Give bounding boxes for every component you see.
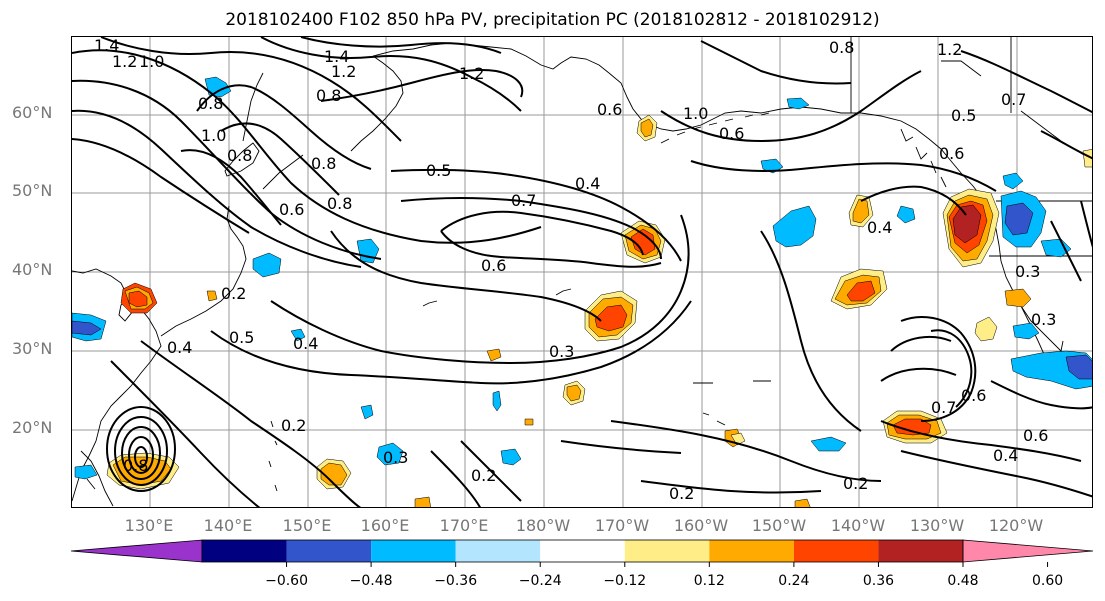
lat-label-60n: 60°N xyxy=(12,103,53,122)
contour-label: 0.8 xyxy=(316,86,341,105)
colorbar-extend-max xyxy=(962,539,1094,563)
lat-label-40n: 40°N xyxy=(12,260,53,279)
lon-label-170w: 170°W xyxy=(594,516,650,535)
colorbar-extend-min xyxy=(70,539,203,563)
contour-label: 1.2 xyxy=(112,52,137,71)
colorbar-segment xyxy=(286,540,372,562)
contour-label: 0.2 xyxy=(669,484,694,503)
contour-label: 0.6 xyxy=(481,256,506,275)
contour-label: 0.2 xyxy=(843,474,868,493)
contour-label: 0.4 xyxy=(993,446,1018,465)
map-canvas: 1.4 1.2 1.0 1.4 1.2 1.2 0.8 0.8 1.0 0.8 … xyxy=(72,37,1092,507)
contour-label: 0.5 xyxy=(426,161,451,180)
colorbar-tick-label: 0.12 xyxy=(693,573,725,589)
colorbar-tick-label: 0.24 xyxy=(778,573,810,589)
contour-label: 0.8 xyxy=(198,94,223,113)
lat-label-30n: 30°N xyxy=(12,339,53,358)
contour-label: 0.5 xyxy=(229,328,254,347)
lon-label-160w: 160°W xyxy=(673,516,729,535)
colorbar xyxy=(70,539,1094,567)
contour-label: 0.6 xyxy=(719,124,744,143)
colorbar-segment xyxy=(624,540,710,562)
lon-label-160e: 160°E xyxy=(360,516,410,535)
contour-label: 0.7 xyxy=(511,191,536,210)
contour-label: 0.6 xyxy=(961,386,986,405)
contour-label: 0.3 xyxy=(383,448,408,467)
contour-label: 0.4 xyxy=(293,334,318,353)
contour-label: 1.2 xyxy=(937,40,962,59)
colorbar-tick-label: 0.48 xyxy=(947,573,979,589)
contour-label: 0.4 xyxy=(867,218,892,237)
contour-label: 1.0 xyxy=(139,52,164,71)
lon-label-150w: 150°W xyxy=(751,516,807,535)
contour-label: 0.8 xyxy=(311,154,336,173)
colorbar-segment xyxy=(371,540,456,562)
colorbar-segment xyxy=(455,540,541,562)
colorbar-outline xyxy=(201,539,964,563)
contour-label: 0.8 xyxy=(829,38,854,57)
colorbar-tick-label: 0.36 xyxy=(862,573,895,589)
contour-label: 0.4 xyxy=(575,174,600,193)
contour-label: 0.6 xyxy=(597,100,622,119)
colorbar-tick-label: −0.60 xyxy=(265,573,308,589)
colorbar-tick-label: −0.48 xyxy=(349,573,393,589)
contour-label: 1.4 xyxy=(324,47,349,66)
contour-label: 0.5 xyxy=(951,106,976,125)
contour-label: 0.7 xyxy=(931,398,956,417)
contour-label: 0.6 xyxy=(939,144,964,163)
contour-label: 0.4 xyxy=(167,338,192,357)
lon-label-180w: 180°W xyxy=(515,516,571,535)
lon-label-170e: 170°E xyxy=(439,516,489,535)
colorbar-segments xyxy=(70,539,1094,563)
lon-label-120w: 120°W xyxy=(988,516,1044,535)
map-title: 2018102400 F102 850 hPa PV, precipitatio… xyxy=(225,10,880,30)
colorbar-tick-label: −0.36 xyxy=(434,573,478,589)
contour-label: 0.6 xyxy=(1023,426,1048,445)
contour-label: 0.3 xyxy=(1015,262,1040,281)
lon-label-140w: 140°W xyxy=(830,516,886,535)
contour-label: 0.6 xyxy=(279,200,304,219)
colorbar-segment xyxy=(793,540,879,562)
contour-label: 0.7 xyxy=(1001,90,1026,109)
contour-label: 1.0 xyxy=(201,126,226,145)
contour-label: 0.8 xyxy=(327,194,352,213)
contour-label: 1.4 xyxy=(94,37,119,55)
colorbar-segment xyxy=(540,540,625,562)
lon-label-130e: 130°E xyxy=(124,516,174,535)
contour-label: 0.2 xyxy=(471,466,496,485)
lon-label-150e: 150°E xyxy=(282,516,332,535)
contour-label: 1.0 xyxy=(683,104,708,123)
colorbar-tick-label: 0.60 xyxy=(1031,573,1064,589)
contour-label: 0.2 xyxy=(281,416,306,435)
contour-label: 1.2 xyxy=(459,64,484,83)
lon-label-130w: 130°W xyxy=(909,516,965,535)
contour-label: 0.3 xyxy=(1031,310,1056,329)
pv-contours xyxy=(72,37,1092,507)
typhoon-contours xyxy=(106,406,176,492)
contour-label: 0.8 xyxy=(227,146,252,165)
map-panel: 1.4 1.2 1.0 1.4 1.2 1.2 0.8 0.8 1.0 0.8 … xyxy=(71,36,1093,508)
colorbar-tick-label: −0.12 xyxy=(603,573,647,589)
lon-label-140e: 140°E xyxy=(203,516,253,535)
lat-label-50n: 50°N xyxy=(12,181,53,200)
colorbar-segment xyxy=(202,540,287,562)
precip-negative xyxy=(72,76,1092,480)
colorbar-tick-label: −0.24 xyxy=(518,573,562,589)
contour-label: 0.8 xyxy=(123,456,148,475)
contour-label: 1.2 xyxy=(331,62,356,81)
contour-labels: 1.4 1.2 1.0 1.4 1.2 1.2 0.8 0.8 1.0 0.8 … xyxy=(94,37,1056,503)
colorbar-ticks xyxy=(286,562,1049,567)
contour-label: 0.3 xyxy=(549,342,574,361)
colorbar-segment xyxy=(709,540,794,562)
colorbar-segment xyxy=(878,540,963,562)
gridlines xyxy=(72,37,1092,507)
contour-label: 0.2 xyxy=(221,284,246,303)
lat-label-20n: 20°N xyxy=(12,418,53,437)
